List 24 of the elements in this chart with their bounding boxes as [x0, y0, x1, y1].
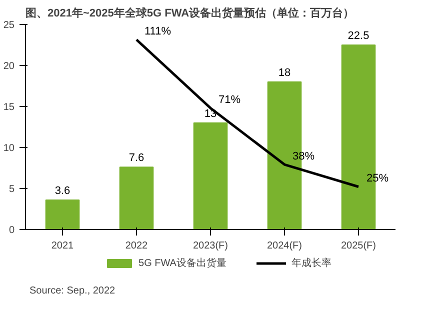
legend-label: 年成长率	[291, 256, 332, 270]
legend-label: 5G FWA设备出货量	[138, 256, 226, 270]
data-label: 71%	[218, 94, 241, 106]
x-tick-label: 2023(F)	[192, 240, 228, 252]
y-tick-label: 5	[8, 184, 15, 195]
bar	[193, 122, 228, 230]
data-label: 3.6	[54, 184, 70, 197]
bar	[45, 199, 80, 230]
x-tick-label: 2025(F)	[340, 240, 376, 252]
chart-title: 图、2021年~2025年全球5G FWA设备出货量预估（单位：百万台）	[26, 6, 354, 20]
bar	[119, 166, 154, 230]
x-tick-label: 2024(F)	[266, 240, 302, 252]
y-tick-label: 25	[3, 20, 15, 31]
data-label: 111%	[144, 26, 172, 38]
data-label: 7.6	[128, 152, 144, 164]
x-tick-label: 2022	[125, 240, 148, 252]
x-tick-label: 2021	[51, 240, 74, 252]
y-tick-label: 0	[8, 225, 15, 236]
data-label: 18	[278, 66, 291, 79]
y-tick-label: 10	[3, 143, 15, 154]
y-tick-label: 20	[3, 61, 15, 72]
y-tick-label: 15	[3, 102, 15, 113]
source-note: Source: Sep., 2022	[30, 286, 116, 296]
data-label: 22.5	[348, 30, 370, 42]
